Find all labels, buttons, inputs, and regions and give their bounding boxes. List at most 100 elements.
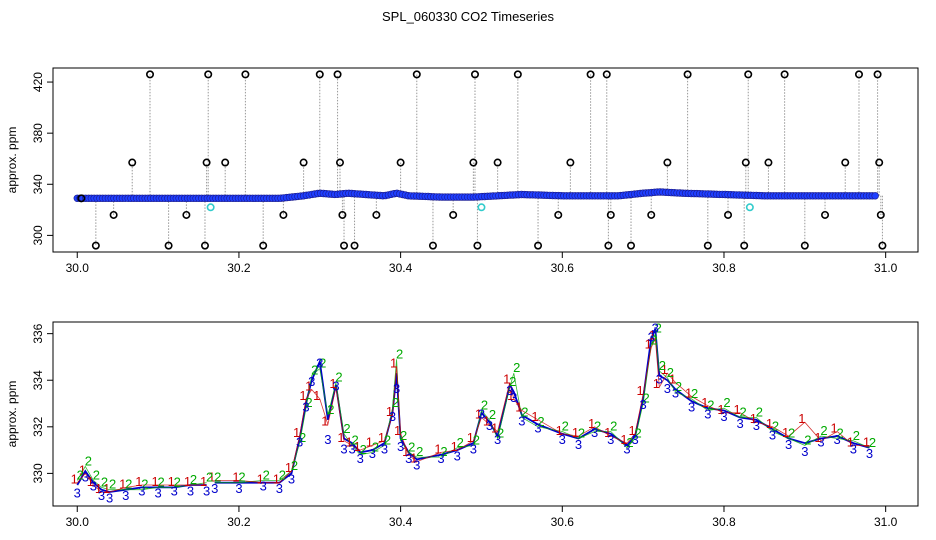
top-spike-point	[821, 210, 830, 219]
top-spike-point	[724, 210, 733, 219]
top-spike-point	[606, 210, 615, 219]
bottom-series-1-marker: 1	[135, 474, 142, 489]
bottom-series-1-marker: 1	[87, 474, 94, 489]
top-spike-point	[604, 241, 613, 250]
bottom-series-3-marker: 3	[393, 381, 400, 396]
bottom-series-2-marker: 2	[457, 435, 464, 450]
bottom-series-2-marker: 2	[93, 467, 100, 482]
bottom-series-3-marker: 3	[106, 490, 113, 505]
top-spike-point	[128, 158, 137, 167]
top-spike-point	[683, 70, 692, 79]
bottom-series-3-marker: 3	[260, 479, 267, 494]
bottom-series-1-marker: 1	[390, 355, 397, 370]
top-spike-point	[876, 210, 885, 219]
bottom-series-3-marker: 3	[623, 441, 630, 456]
bottom-series-3-marker: 3	[631, 432, 638, 447]
bottom-series-2-marker: 2	[521, 404, 528, 419]
bottom-series-3-marker: 3	[506, 383, 513, 398]
bottom-series-3-marker: 3	[866, 446, 873, 461]
bottom-series-2-marker: 2	[311, 363, 318, 378]
bottom-series-3-marker: 3	[688, 400, 695, 415]
bottom-series-1-marker: 1	[366, 434, 373, 449]
bottom-series-2-marker: 2	[440, 444, 447, 459]
bottom-series-1-marker: 1	[556, 423, 563, 438]
bottom-series-3-marker: 3	[559, 432, 566, 447]
bottom-series-2-marker: 2	[174, 474, 181, 489]
bottom-series-1-line	[76, 338, 870, 493]
bottom-series-1-marker: 1	[637, 383, 644, 398]
top-y-axis-label: approx. ppm	[5, 127, 19, 194]
bottom-series-3-marker: 3	[652, 320, 659, 335]
bottom-series-3-marker: 3	[785, 437, 792, 452]
bottom-series-1-marker: 1	[814, 430, 821, 445]
bottom-series-1-marker: 1	[503, 372, 510, 387]
bottom-series-3-marker: 3	[203, 483, 210, 498]
top-spike-point	[182, 210, 191, 219]
bottom-series-1-marker: 1	[273, 472, 280, 487]
bottom-series-3-marker: 3	[171, 483, 178, 498]
bottom-series-3-marker: 3	[591, 425, 598, 440]
bottom-series-1-marker: 1	[337, 430, 344, 445]
bottom-series-3-marker: 3	[486, 418, 493, 433]
bottom-series-3-marker: 3	[575, 437, 582, 452]
top-x-tick-label: 30.0	[66, 261, 90, 275]
bottom-series-2-marker: 2	[263, 467, 270, 482]
bottom-series-3-marker: 3	[470, 441, 477, 456]
top-spike-point	[338, 210, 347, 219]
bottom-series-2-marker: 2	[723, 395, 730, 410]
bottom-series-3-marker: 3	[737, 416, 744, 431]
bottom-series-1-marker: 1	[645, 337, 652, 352]
bottom-series-2-marker: 2	[594, 418, 601, 433]
top-spike-point	[449, 210, 458, 219]
bottom-series-2-marker: 2	[562, 418, 569, 433]
top-spike-point	[780, 70, 789, 79]
top-spike-point	[602, 70, 611, 79]
bottom-series-1-marker: 1	[394, 423, 401, 438]
bottom-series-3-marker: 3	[437, 451, 444, 466]
top-spike-point	[627, 241, 636, 250]
bottom-y-tick-label: 334	[31, 370, 45, 390]
bottom-series-2-marker: 2	[837, 425, 844, 440]
bottom-series-3-marker: 3	[405, 451, 412, 466]
top-spike-point	[473, 241, 482, 250]
bottom-series-2-marker: 2	[489, 407, 496, 422]
bottom-series-1-marker: 1	[863, 434, 870, 449]
bottom-series-2-marker: 2	[360, 442, 367, 457]
bottom-series-2-marker: 2	[853, 428, 860, 443]
bottom-series-2-marker: 2	[707, 398, 714, 413]
bottom-series-2-marker: 2	[667, 365, 674, 380]
bottom-series-1-marker: 1	[208, 469, 215, 484]
bottom-series-1-marker: 1	[79, 462, 86, 477]
bottom-series-3-marker: 3	[454, 448, 461, 463]
bottom-series-1-marker: 1	[354, 439, 361, 454]
bottom-series-3-marker: 3	[82, 469, 89, 484]
top-spike-point	[854, 70, 863, 79]
top-spike-point	[841, 158, 850, 167]
panel-top: 30.0 30.2 30.4 30.6 30.8 31.0 300 340 380 420 appr…	[5, 67, 919, 275]
bottom-series-2-marker: 2	[125, 477, 132, 492]
bottom-series-1-marker: 1	[232, 469, 239, 484]
top-spike-point	[663, 158, 672, 167]
bottom-series-1-marker: 1	[103, 481, 110, 496]
top-spike-point	[412, 70, 421, 79]
bottom-series-2-marker: 2	[634, 425, 641, 440]
bottom-series-1-marker: 1	[572, 425, 579, 440]
bottom-x-tick-label: 30.6	[551, 515, 575, 529]
bottom-series-1-marker: 1	[653, 376, 660, 391]
top-spike-point	[741, 158, 750, 167]
top-spike-point	[875, 158, 884, 167]
top-spike-point	[554, 210, 563, 219]
bottom-series-1-marker: 1	[701, 395, 708, 410]
top-flag-point	[206, 203, 215, 212]
bottom-series-3-marker: 3	[389, 409, 396, 424]
bottom-series-3-marker: 3	[817, 434, 824, 449]
bottom-x-tick-label: 30.0	[66, 515, 90, 529]
bottom-series-2-line	[76, 333, 870, 491]
bottom-series-1-marker: 1	[285, 460, 292, 475]
bottom-plot-frame	[52, 321, 919, 507]
top-spike-point	[221, 158, 230, 167]
bottom-series-1-marker: 1	[734, 402, 741, 417]
bottom-series-2-marker: 2	[214, 470, 221, 485]
top-spike-point	[566, 158, 575, 167]
top-x-tick-label: 30.4	[389, 261, 413, 275]
